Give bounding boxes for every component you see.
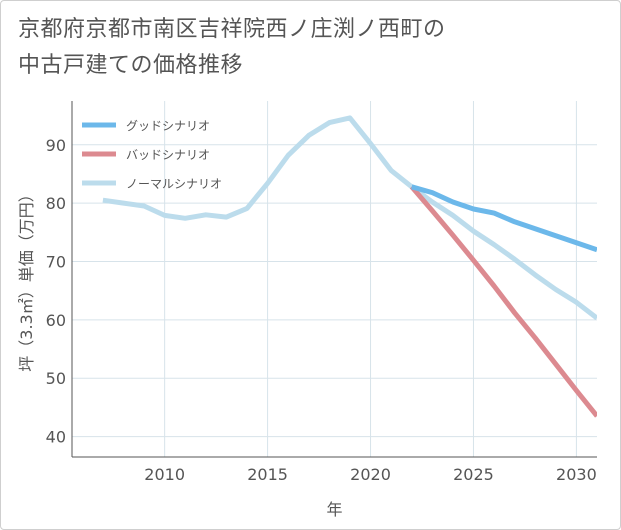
- chart-title-line-2: 中古戸建ての価格推移: [18, 53, 244, 78]
- x-tick-label: 2015: [247, 465, 288, 484]
- chart-title-line-1: 京都府京都市南区吉祥院西ノ庄渕ノ西町の: [18, 17, 446, 42]
- y-axis-label: 坪（3.3㎡）単価（万円）: [17, 186, 36, 371]
- legend-label: ノーマルシナリオ: [126, 177, 222, 191]
- grid-lines: [72, 101, 597, 457]
- series-line-2: [409, 185, 597, 418]
- series-layer: [102, 115, 597, 418]
- series-line-1: [411, 184, 597, 253]
- x-tick-label: 2030: [556, 465, 597, 484]
- y-tick-label: 50: [46, 369, 66, 388]
- legend-label: グッドシナリオ: [126, 119, 210, 133]
- y-tick-label: 60: [46, 311, 66, 330]
- legend-label: バッドシナリオ: [126, 148, 210, 162]
- x-tick-label: 2020: [350, 465, 391, 484]
- x-tick-label: 2025: [453, 465, 494, 484]
- series-line-3: [102, 115, 597, 321]
- chart-title: 京都府京都市南区吉祥院西ノ庄渕ノ西町の 中古戸建ての価格推移: [18, 12, 446, 84]
- y-tick-label: 80: [46, 194, 66, 213]
- axis-ticks: 40 50 60 70 80 90 2010 2015 2020 2025 2030: [46, 136, 597, 484]
- y-tick-label: 90: [46, 136, 66, 155]
- plot-area: [71, 101, 597, 458]
- x-axis-label: 年: [326, 500, 342, 519]
- x-tick-label: 2010: [144, 465, 185, 484]
- y-tick-label: 70: [46, 252, 66, 271]
- y-tick-label: 40: [46, 428, 66, 447]
